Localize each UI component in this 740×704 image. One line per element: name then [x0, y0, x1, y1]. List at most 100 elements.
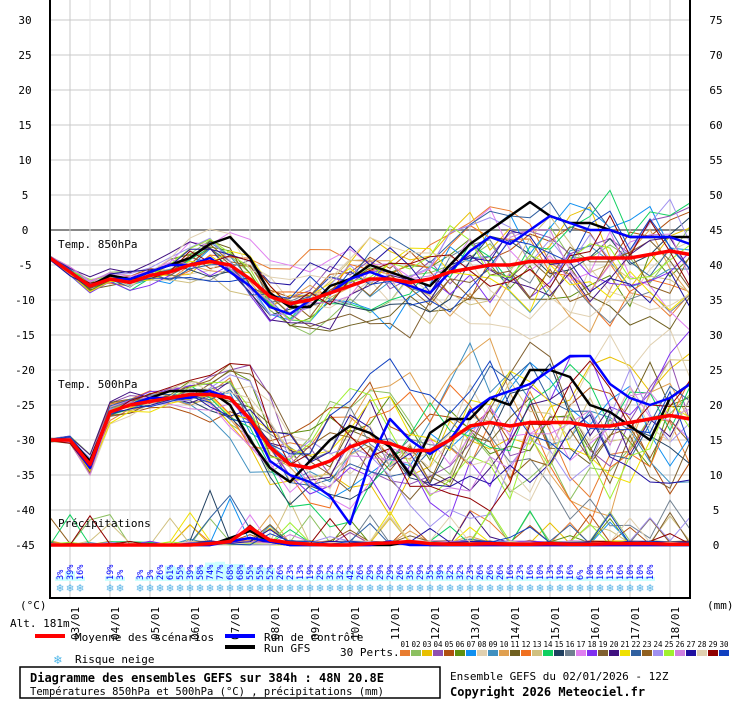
snow-risk-percent: 19%: [106, 565, 116, 580]
snowflake-icon: ❄: [456, 581, 463, 595]
snow-risk-percent: 16%: [616, 565, 626, 580]
snow-risk-percent: 26%: [496, 565, 506, 580]
pert-legend-swatch: [477, 650, 487, 656]
snow-risk-bar: [415, 573, 425, 581]
snow-risk-percent: 29%: [416, 565, 426, 580]
snow-risk-percent: 10%: [536, 565, 546, 580]
pert-legend-swatch: [686, 650, 696, 656]
snow-risk-bar: [355, 574, 365, 581]
snow-risk-bar: [545, 577, 555, 581]
y-tick-left: -20: [15, 364, 35, 377]
snowflake-icon: ❄: [116, 581, 123, 595]
snowflake-icon: ❄: [306, 581, 313, 595]
snow-risk-bar: [405, 572, 415, 581]
snow-risk-percent: 16%: [76, 565, 86, 580]
snow-risk-percent: 32%: [336, 565, 346, 580]
snowflake-icon: ❄: [536, 581, 543, 595]
pert-legend-swatch: [719, 650, 729, 656]
snowflake-icon: ❄: [396, 581, 403, 595]
snow-risk-bar: [605, 577, 615, 581]
snow-risk-percent: 19%: [306, 565, 316, 580]
snow-risk-bar: [105, 576, 115, 581]
snowflake-icon: ❄: [466, 581, 473, 595]
snowflake-icon: ❄: [316, 581, 323, 595]
pert-legend-number: 12: [521, 640, 530, 649]
pert-legend-swatch: [532, 650, 542, 656]
snowflake-icon: ❄: [66, 581, 73, 595]
y-tick-right: 15: [709, 434, 722, 447]
pert-legend-swatch: [466, 650, 476, 656]
snow-risk-bar: [525, 577, 535, 581]
snow-risk-percent: 74%: [206, 565, 216, 580]
snow-risk-bar: [435, 571, 445, 581]
pert-legend-number: 29: [708, 640, 717, 649]
legend-mean-swatch: [35, 634, 65, 638]
pert-legend-swatch: [664, 650, 674, 656]
mean-line-t500: [50, 392, 691, 470]
snow-risk-bar: [535, 577, 545, 581]
pert-legend-swatch: [488, 650, 498, 656]
pert-legend-number: 15: [554, 640, 563, 649]
snow-risk-percent: 13%: [606, 565, 616, 580]
y-tick-right: 25: [709, 364, 722, 377]
snow-risk-bar: [555, 576, 565, 581]
pert-line-t500-27: [49, 392, 691, 488]
y-tick-right: 50: [709, 189, 722, 202]
snow-risk-bar: [265, 568, 275, 581]
y-tick-right: 75: [709, 14, 722, 27]
y-tick-left: -15: [15, 329, 35, 342]
y-tick-left: 5: [22, 189, 29, 202]
snowflake-icon: ❄: [56, 581, 63, 595]
y-tick-left: 25: [18, 49, 31, 62]
snow-risk-percent: 55%: [256, 565, 266, 580]
snow-risk-bar: [75, 577, 85, 581]
ylabel-left: (°C): [20, 599, 47, 612]
y-tick-left: -45: [15, 539, 35, 552]
pert-legend-number: 17: [576, 640, 585, 649]
snow-risk-bar: [505, 577, 515, 581]
snowflake-icon: ❄: [206, 581, 213, 595]
pert-legend-swatch: [455, 650, 465, 656]
pert-legend-number: 08: [477, 640, 487, 649]
snowflake-icon: ❄: [586, 581, 593, 595]
snowflake-icon: ❄: [156, 581, 163, 595]
snow-risk-bar: [135, 577, 145, 581]
snow-risk-bar: [295, 577, 305, 581]
snowflake-icon: ❄: [636, 581, 643, 595]
pert-legend-number: 27: [686, 640, 695, 649]
pert-legend-number: 21: [620, 640, 629, 649]
snow-risk-percent: 23%: [516, 565, 526, 580]
ylabel-right: (mm): [707, 599, 734, 612]
pert-legend-number: 19: [598, 640, 607, 649]
y-tick-left: -5: [18, 259, 31, 272]
plot-frame: [49, 0, 691, 599]
snow-risk-bar: [575, 577, 585, 581]
copyright: Copyright 2026 Meteociel.fr: [450, 685, 645, 699]
axis-labels: 302520151050-5-10-15-20-25-30-35-40-4575…: [15, 14, 723, 640]
y-tick-left: -35: [15, 469, 35, 482]
snow-risk-percent: 35%: [426, 565, 436, 580]
snowflake-icon: ❄: [256, 581, 263, 595]
snow-risk-bar: [645, 577, 655, 581]
snow-risk-percent: 29%: [386, 565, 396, 580]
perturbation-legend: 01 02 03 04 05 06 07 08 09 10 11 12 13 14 15 16 17 18 19 20…: [400, 640, 729, 656]
snow-risk-percent: 3%: [146, 570, 156, 580]
snow-risk-percent: 29%: [316, 565, 326, 580]
pert-legend-number: 03: [422, 640, 431, 649]
snow-risk-percent: 39%: [66, 565, 76, 580]
snow-risk-bar: [65, 571, 75, 581]
pert-legend-swatch: [708, 650, 718, 656]
pert-legend-number: 28: [697, 640, 707, 649]
pert-legend-swatch: [697, 650, 707, 656]
snow-risk-bar: [445, 573, 455, 581]
x-tick-label: 04/01: [109, 607, 122, 640]
snowflake-icon: ❄: [506, 581, 513, 595]
snow-risk-percent: 13%: [296, 565, 306, 580]
x-tick-label: 07/01: [229, 607, 242, 640]
snow-risk-bar: [255, 567, 265, 581]
gfs-line-t500: [50, 368, 691, 484]
snow-risk-bar: [305, 576, 315, 581]
legend-snow-label: Risque neige: [75, 653, 154, 666]
pert-legend-number: 30: [719, 640, 729, 649]
pert-legend-number: 02: [411, 640, 420, 649]
